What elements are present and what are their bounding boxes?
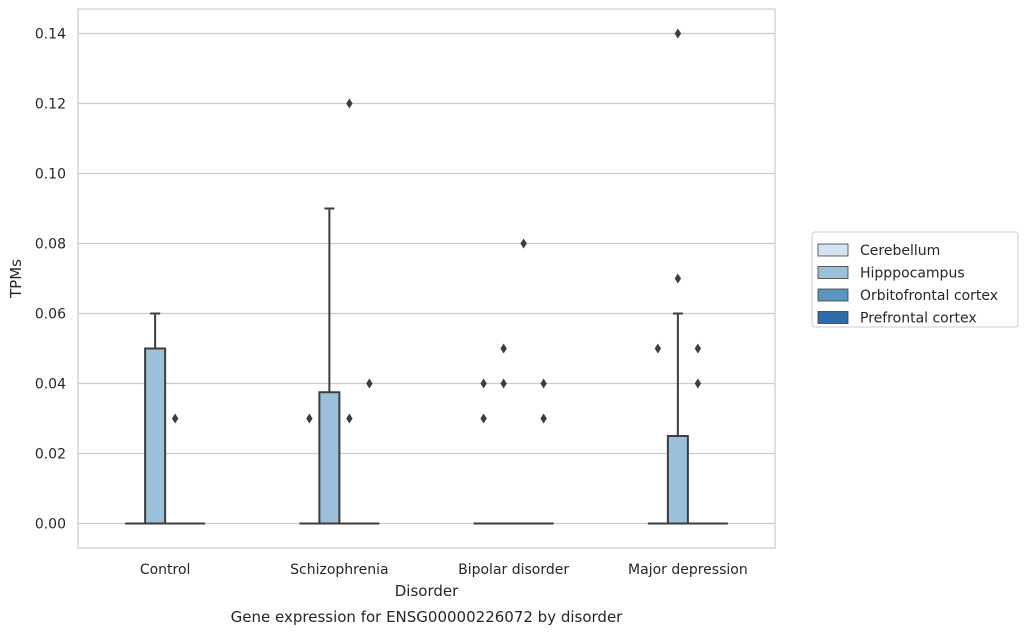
legend-item: Prefrontal cortex [817,311,977,327]
chart-caption: Gene expression for ENSG00000226072 by d… [231,608,624,626]
legend: Cerebellum Hipppocampus Orbitofrontal cort… [811,231,1019,328]
y-tick-label: 0.14 [35,27,66,43]
box-body [318,391,341,525]
legend-swatch [817,243,849,257]
x-axis-title: Disorder [395,582,459,600]
outlier-point [171,413,179,424]
outlier-point [540,413,547,424]
y-tick-label: 0.02 [35,447,66,463]
y-tick-label: 0.04 [35,377,66,393]
x-tick-label: Major depression [628,562,748,578]
outlier-point [480,378,487,389]
x-axis-ticks: Control Schizophrenia Bipolar disorder Majo… [140,562,748,578]
outlier-point [480,413,487,424]
box-2-2 [513,238,534,525]
y-tick-label: 0.00 [35,517,66,533]
y-tick-label: 0.06 [35,307,66,323]
outlier-point [674,273,682,284]
legend-frame [811,231,1019,328]
box-3-1 [359,378,380,525]
box-0-2 [473,378,494,525]
box-1-2 [493,343,514,525]
outlier-point [366,378,373,389]
outlier-point [694,343,702,354]
legend-item: Cerebellum [817,243,940,259]
box-body [666,435,689,525]
outlier-point [540,378,547,389]
box-1-0 [144,312,167,525]
outlier-point [500,343,507,354]
plot-area-frame [77,8,776,549]
outlier-point [520,238,527,249]
legend-swatch [817,266,849,279]
x-tick-label: Control [140,562,191,578]
box-body [144,347,167,525]
outlier-point [306,413,313,424]
outlier-point [654,343,662,354]
box-1-3 [666,28,689,525]
outlier-point [694,378,702,389]
box-1-1 [318,207,341,525]
y-tick-label: 0.10 [35,167,66,183]
box-0-1 [299,413,320,525]
legend-item: Orbitofrontal cortex [817,288,998,304]
box-0-3 [647,343,668,525]
box-2-0 [165,413,186,525]
legend-swatch [817,311,849,324]
legend-label: Orbitofrontal cortex [860,288,998,304]
legend-label: Cerebellum [860,243,940,259]
legend-items: Cerebellum Hipppocampus Orbitofrontal cort… [817,243,998,327]
outlier-point [346,413,353,424]
outlier-point [346,98,353,109]
gridlines [78,32,775,525]
y-tick-label: 0.08 [35,237,66,253]
box-3-2 [533,378,554,525]
legend-label: Prefrontal cortex [860,311,977,327]
y-tick-label: 0.12 [35,97,66,113]
x-tick-label: Bipolar disorder [458,562,569,578]
y-axis-title: TPMs [7,259,25,299]
boxes-layer [125,28,728,525]
box-2-3 [687,343,708,525]
box-2-1 [339,98,360,525]
y-axis-ticks: 0.00 0.02 0.04 0.06 0.08 0.10 0.12 0.14 [35,27,66,533]
legend-label: Hipppocampus [860,266,965,282]
legend-item: Hipppocampus [817,266,965,282]
legend-swatch [817,288,849,302]
outlier-point [674,28,682,39]
x-tick-label: Schizophrenia [290,562,388,578]
outlier-point [500,378,507,389]
